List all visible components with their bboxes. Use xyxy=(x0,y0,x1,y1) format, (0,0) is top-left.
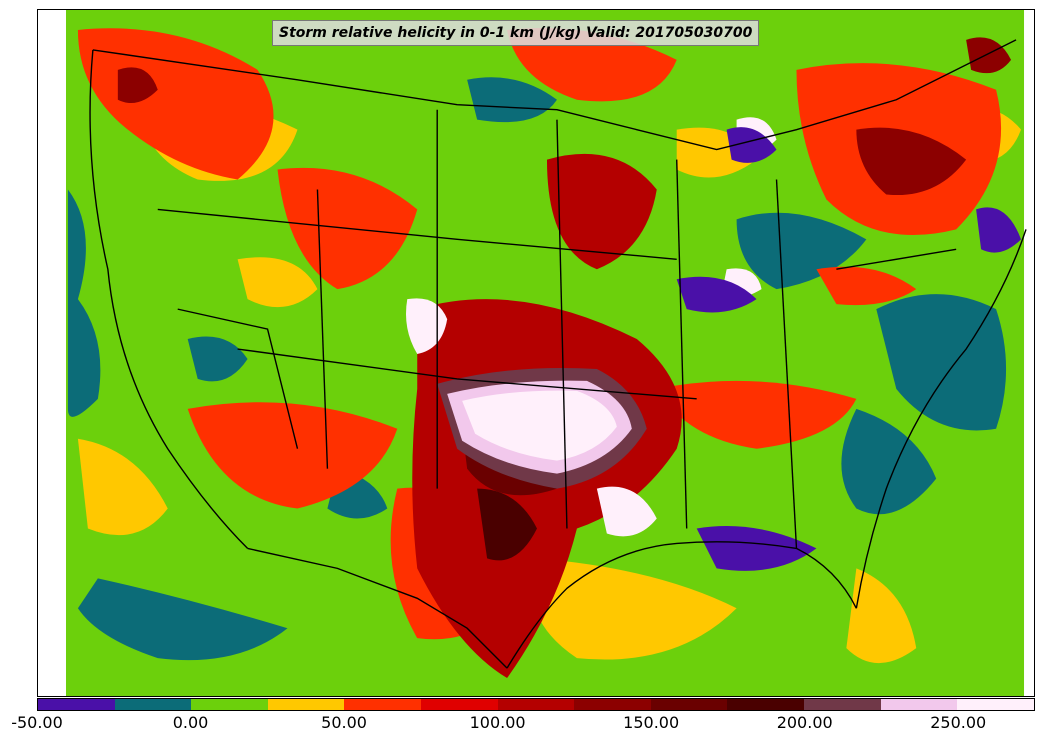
state-line-a xyxy=(157,208,677,260)
colorbar-tick-label: 150.00 xyxy=(623,713,680,732)
colorbar-segment xyxy=(267,699,345,710)
colorbar-segment xyxy=(497,699,575,710)
state-line-b xyxy=(237,348,697,400)
colorbar-segment xyxy=(574,699,651,710)
colorbar-segment xyxy=(191,699,268,710)
border-us-canada xyxy=(92,39,1017,151)
state-line-c xyxy=(316,189,329,469)
colorbar-tick-label: 100.00 xyxy=(469,713,526,732)
colorbar-tick-label: 0.00 xyxy=(172,713,209,732)
colorbar-segment xyxy=(114,699,192,710)
colorbar-segment xyxy=(957,699,1034,710)
map-title: Storm relative helicity in 0-1 km (J/kg)… xyxy=(272,20,760,46)
colorbar-segment xyxy=(880,699,958,710)
colorbar-segment xyxy=(727,699,805,710)
colorbar-tick-label: 250.00 xyxy=(930,713,987,732)
coastline-west xyxy=(89,49,249,549)
colorbar-tick-label: -50.00 xyxy=(11,713,63,732)
coastline-gulf xyxy=(506,541,857,669)
colorbar xyxy=(37,698,1035,711)
coastline-east xyxy=(855,229,1027,609)
map-panel xyxy=(37,9,1035,697)
colorbar-segment xyxy=(38,699,115,710)
field-maxima-regions xyxy=(406,117,777,537)
colorbar-tick-label: 50.00 xyxy=(321,713,367,732)
colorbar-tick-label: 200.00 xyxy=(776,713,833,732)
boundaries xyxy=(89,39,1027,669)
state-line-i xyxy=(836,248,957,270)
projection-margin xyxy=(38,10,66,696)
helicity-map xyxy=(38,10,1027,696)
colorbar-segment xyxy=(650,699,728,710)
colorbar-segment xyxy=(421,699,498,710)
colorbar-segment xyxy=(344,699,422,710)
state-line-f xyxy=(676,159,688,529)
border-us-mexico xyxy=(247,547,508,669)
field-purple-regions xyxy=(676,127,1022,571)
colorbar-segment xyxy=(804,699,881,710)
state-line-g xyxy=(775,179,798,549)
state-line-h xyxy=(177,308,299,449)
state-line-e xyxy=(556,119,568,529)
